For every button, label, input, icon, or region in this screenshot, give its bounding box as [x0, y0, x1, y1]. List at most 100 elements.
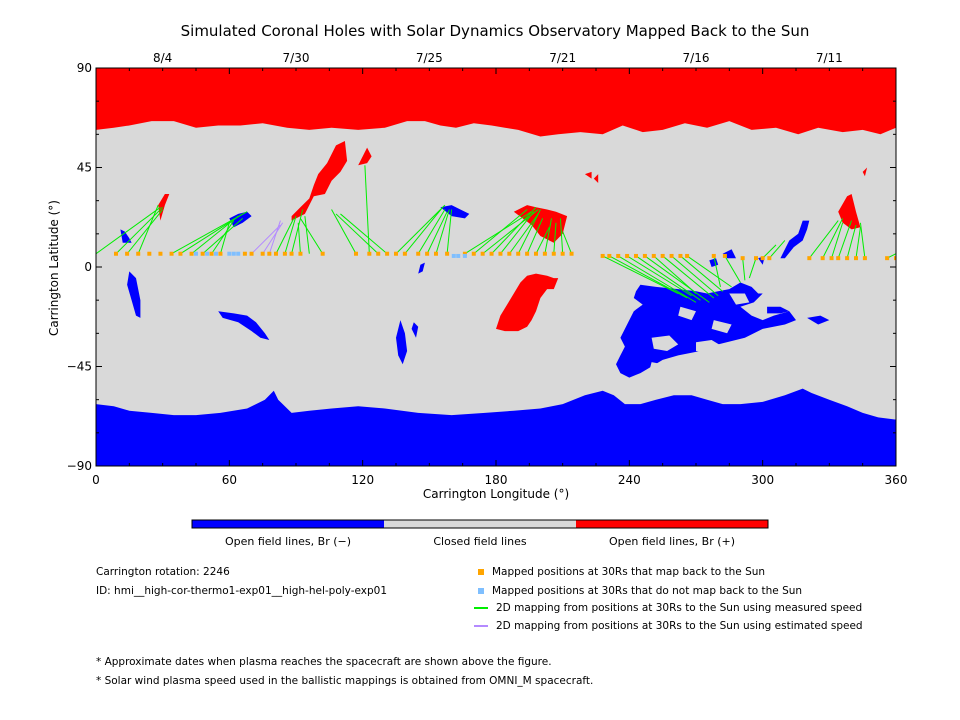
carrington-rotation: Carrington rotation: 2246	[96, 566, 230, 578]
closed-island-5	[649, 362, 663, 374]
mapped-point-2	[136, 251, 141, 256]
mapped-square-icon	[478, 569, 484, 575]
legend-estimated: 2D mapping from positions at 30Rs to the…	[474, 620, 863, 632]
measured-mapping-line-38	[562, 231, 573, 254]
measured-mapping-line-44	[644, 255, 710, 303]
measured-mapping-line-23	[426, 211, 448, 254]
mapped-point-16	[282, 251, 287, 256]
measured-mapping-line-47	[671, 255, 719, 297]
mapped-point-19	[320, 251, 325, 256]
negative-coronal-hole-1	[229, 211, 252, 228]
measured-mapping-line-15	[304, 216, 310, 254]
y-tick-label-1: −45	[67, 360, 92, 374]
chart-title: Simulated Coronal Holes with Solar Dynam…	[181, 22, 810, 40]
mapped-point-13	[260, 251, 265, 256]
mapped-point-0	[114, 251, 118, 256]
measured-mapping-line-45	[653, 255, 697, 294]
mapped-point-39	[542, 251, 547, 256]
negative-coronal-hole-8	[411, 322, 419, 338]
mapped-point-46	[625, 253, 630, 258]
mapped-point-44	[607, 253, 612, 258]
mapping-overlay	[96, 165, 896, 303]
unmapped-point-3	[227, 251, 232, 256]
negative-coronal-hole-0	[616, 282, 796, 378]
negative-coronal-hole-4	[120, 229, 132, 243]
negative-coronal-hole-10	[767, 306, 790, 314]
negative-coronal-hole-6	[218, 311, 270, 340]
positive-coronal-hole-7	[584, 171, 592, 179]
y-tick-label-0: −90	[67, 459, 92, 473]
date-label-4: 7/16	[683, 51, 710, 65]
mapped-point-52	[678, 253, 683, 258]
mapped-point-41	[560, 251, 565, 256]
positive-coronal-hole-2	[158, 194, 170, 221]
mapped-point-51	[669, 253, 674, 258]
negative-coronal-hole-5	[127, 271, 141, 318]
mapped-point-42	[569, 251, 574, 256]
negative-coronal-hole-7	[396, 320, 408, 365]
legend-unmapped: Mapped positions at 30Rs that do not map…	[478, 585, 802, 597]
unmapped-point-4	[231, 251, 236, 256]
measured-mapping-line-9	[219, 222, 230, 254]
mapped-point-6	[178, 251, 183, 256]
mapped-point-35	[507, 251, 512, 256]
mapped-point-57	[754, 256, 758, 261]
mapped-point-15	[274, 251, 278, 256]
north-polar-open-positive	[96, 68, 896, 137]
measured-line-icon	[474, 607, 488, 609]
x-tick-label-5: 300	[751, 473, 774, 487]
measured-mapping-line-11	[284, 216, 297, 254]
colorbar-segment-2	[576, 520, 768, 528]
mapped-point-37	[525, 251, 530, 256]
legend-unmapped-label: Mapped positions at 30Rs that do not map…	[492, 585, 803, 597]
colorbar-segment-0	[192, 520, 384, 528]
measured-mapping-line-14	[300, 218, 324, 254]
y-tick-label-2: 0	[84, 260, 92, 274]
mapped-point-5	[169, 251, 174, 256]
estimated-mapping-line-1	[262, 222, 284, 255]
x-tick-label-6: 360	[885, 473, 908, 487]
closed-island-3	[678, 306, 696, 321]
unmapped-point-1	[205, 251, 210, 256]
mapped-point-17	[289, 251, 294, 256]
estimated-mapping-line-2	[268, 220, 281, 254]
measured-mapping-line-32	[517, 209, 541, 254]
footnote-dates: * Approximate dates when plasma reaches …	[96, 656, 552, 668]
unmapped-point-5	[236, 251, 241, 256]
estimated-line-icon	[474, 625, 488, 627]
measured-mapping-line-31	[508, 213, 539, 255]
mapped-point-9	[209, 251, 214, 256]
measured-mapping-line-18	[335, 213, 379, 255]
measured-mapping-line-58	[831, 222, 844, 259]
mapped-point-10	[218, 251, 223, 256]
measured-mapping-line-26	[464, 211, 532, 255]
measured-mapping-line-28	[482, 209, 539, 255]
colorbar: Open field lines, Br (−) Closed field lin…	[191, 519, 769, 548]
y-tick-label-3: 45	[77, 161, 92, 175]
legend-measured-label: 2D mapping from positions at 30Rs to the…	[496, 602, 863, 614]
y-axis-label: Carrington Latitude (°)	[47, 200, 61, 336]
mapped-point-53	[685, 253, 690, 258]
negative-coronal-hole-2	[440, 205, 470, 219]
positive-coronal-hole-4	[496, 273, 559, 332]
mapped-point-45	[616, 253, 621, 258]
top-date-axis: 8/4 7/30 7/25 7/21 7/16 7/11	[153, 51, 843, 65]
mapped-point-12	[249, 251, 254, 256]
mapped-point-58	[760, 256, 765, 261]
unmapped-point-6	[462, 253, 467, 258]
mapped-point-18	[298, 251, 303, 256]
closed-island-1	[696, 340, 723, 354]
measured-mapping-line-19	[340, 213, 388, 255]
measured-mapping-line-42	[626, 255, 692, 297]
mapped-point-65	[854, 256, 858, 261]
colorbar-label-1: Closed field lines	[433, 535, 527, 548]
mapped-point-47	[634, 253, 638, 258]
measured-mapping-line-17	[364, 165, 370, 254]
unmapped-point-2	[214, 251, 218, 256]
measured-mapping-line-41	[617, 255, 697, 303]
measured-mapping-line-40	[609, 255, 688, 299]
mapped-point-34	[498, 251, 503, 256]
closed-island-0	[651, 335, 679, 351]
x-tick-label-1: 60	[222, 473, 237, 487]
mapped-point-3	[147, 251, 152, 256]
